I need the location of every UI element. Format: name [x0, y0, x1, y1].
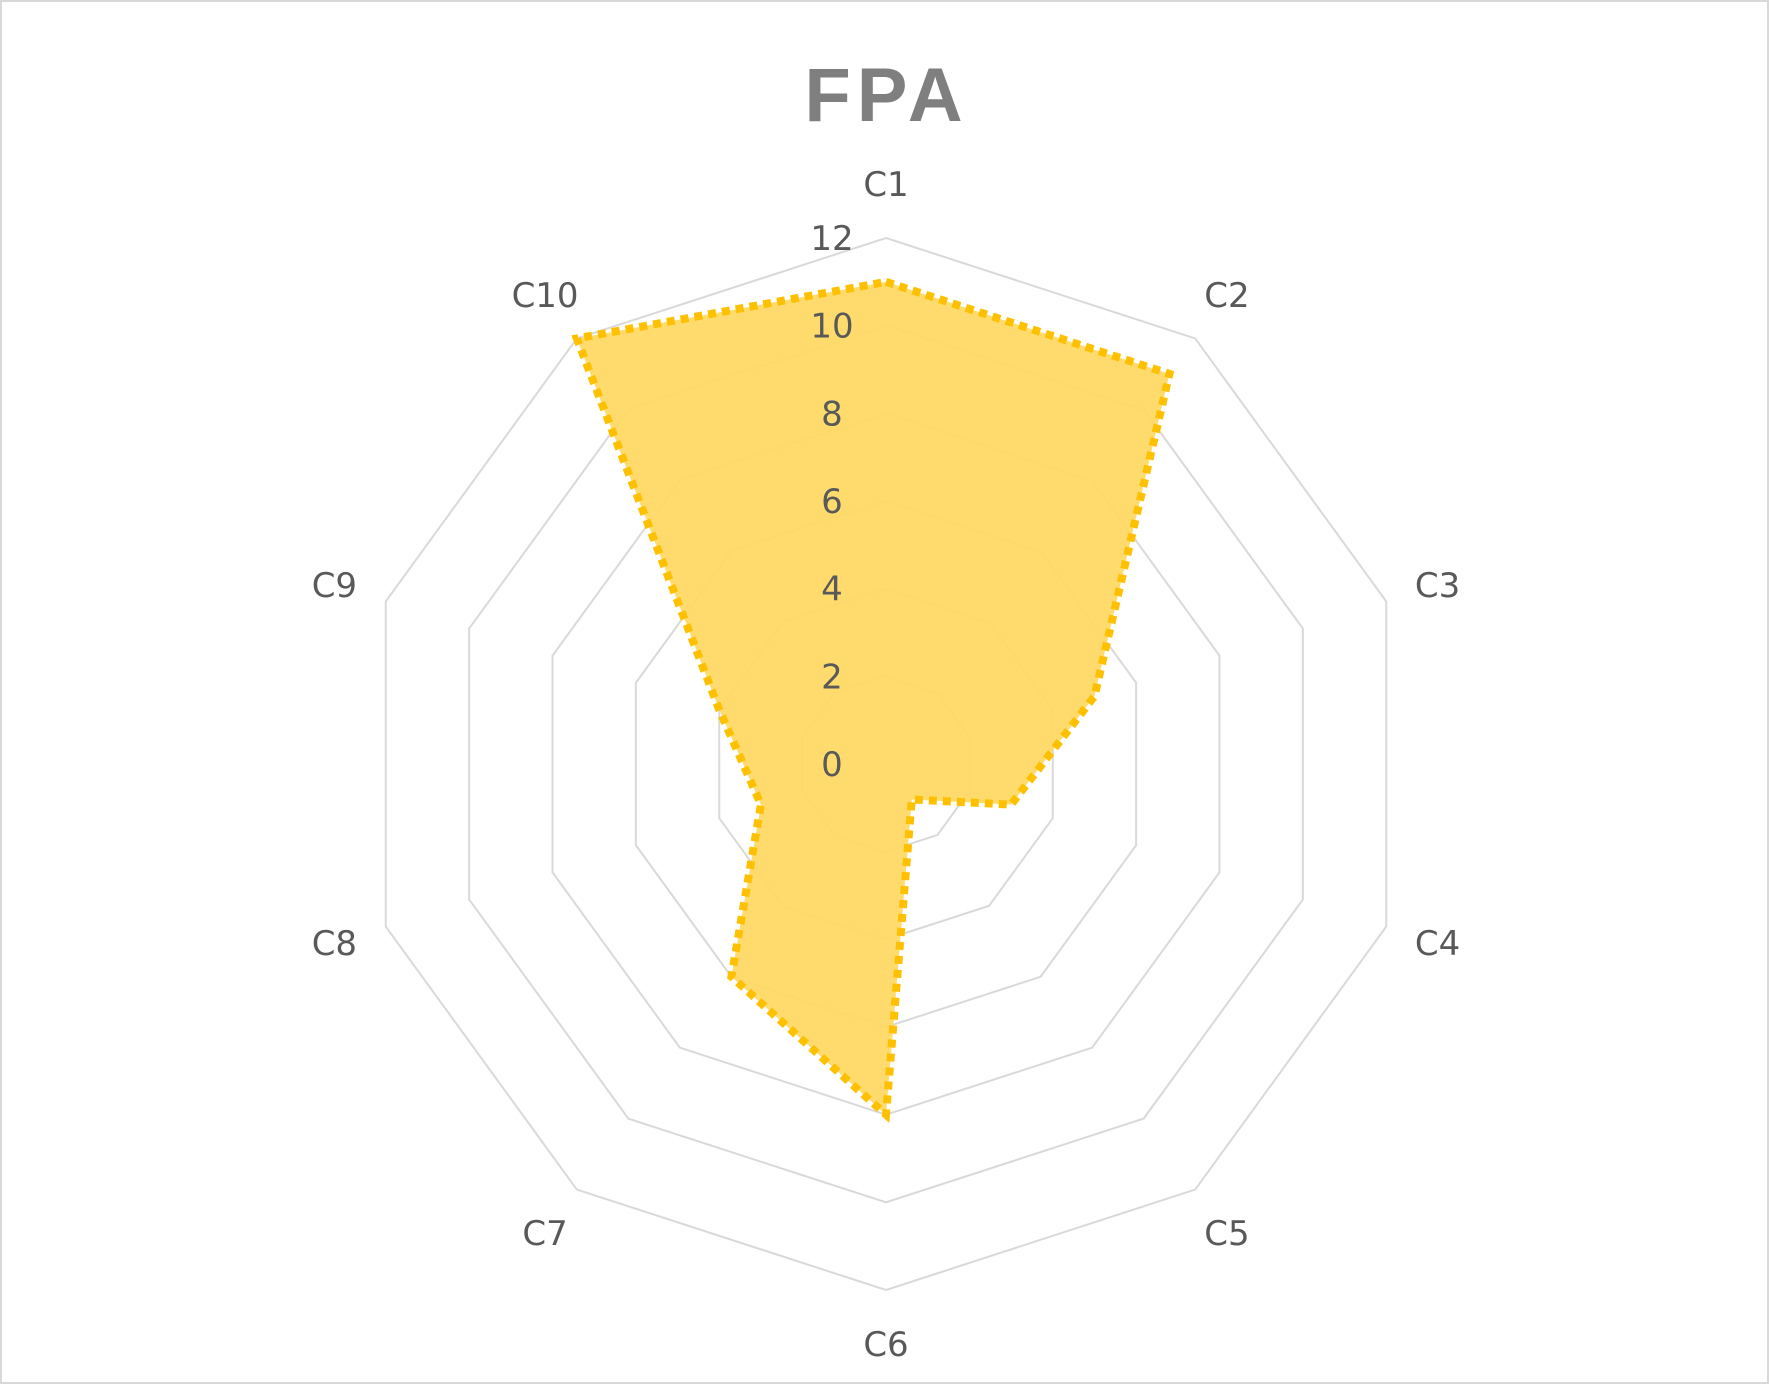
category-label-c4: C4 — [1415, 924, 1460, 964]
tick-label-4: 4 — [821, 570, 843, 610]
tick-label-8: 8 — [821, 394, 843, 434]
category-label-c1: C1 — [863, 165, 908, 205]
tick-label-12: 12 — [810, 219, 853, 259]
category-label-c5: C5 — [1204, 1214, 1249, 1254]
category-label-c9: C9 — [312, 566, 357, 606]
tick-label-10: 10 — [810, 307, 853, 347]
tick-label-6: 6 — [821, 482, 843, 522]
tick-label-0: 0 — [821, 745, 843, 785]
category-label-c10: C10 — [512, 276, 579, 316]
category-label-c6: C6 — [863, 1325, 908, 1365]
category-label-c7: C7 — [522, 1214, 567, 1254]
radar-series — [577, 282, 1170, 1115]
tick-label-2: 2 — [821, 657, 843, 697]
category-label-c8: C8 — [312, 924, 357, 964]
category-label-c2: C2 — [1204, 276, 1249, 316]
category-label-c3: C3 — [1415, 566, 1460, 606]
series-area-0 — [577, 282, 1170, 1115]
